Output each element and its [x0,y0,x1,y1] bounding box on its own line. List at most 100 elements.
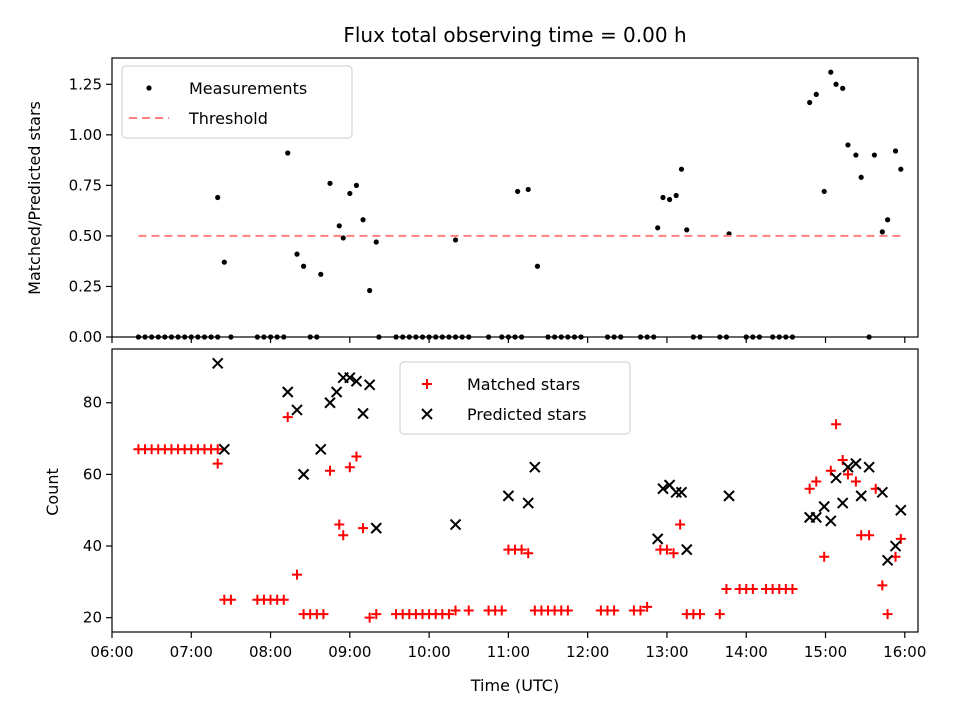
measurement-point [833,81,839,87]
x-tick-label: 08:00 [249,643,292,661]
measurement-point [853,152,859,158]
predicted-star-point [324,397,336,409]
predicted-star-point [850,457,862,470]
predicted-star-point [363,379,376,391]
predicted-star-point [350,375,363,387]
predicted-star-point [282,386,294,398]
predicted-star-point [218,443,231,456]
predicted-star-point [855,490,867,502]
measurement-point [221,259,227,265]
x-tick-label: 06:00 [90,643,133,661]
measurement-point [879,229,885,235]
measurement-point [285,150,291,156]
matched-star-point [212,458,223,469]
matched-star-point [225,594,236,605]
predicted-star-point [670,486,682,498]
x-tick-label: 16:00 [883,643,926,661]
measurement-point [678,166,685,172]
predicted-star-point [522,497,534,509]
predicted-star-point [881,554,894,567]
matched-star-point [463,605,474,616]
predicted-star-point [836,497,849,509]
measurement-point [828,69,834,75]
top-y-tick-label: 1.25 [69,75,102,93]
predicted-star-point [895,504,907,516]
top-axes-frame [111,57,919,338]
predicted-star-point [344,371,356,384]
matched-star-point [443,609,454,620]
matched-star-point [516,544,527,555]
bottom-y-tick-label: 20 [83,609,102,627]
matched-star-point [338,530,349,541]
matched-star-point [831,419,842,430]
matched-star-point [358,523,369,534]
bottom-y-tick-label: 40 [83,537,102,555]
measurement-point [660,194,666,201]
matched-star-point [325,465,336,476]
matched-star-point [282,412,293,423]
x-tick-label: 15:00 [804,643,847,661]
bottom-y-tick-label: 80 [83,394,102,412]
x-tick-label: 09:00 [328,643,371,661]
matched-star-point [334,519,345,530]
matched-star-point [523,548,534,559]
matched-star-point [819,551,830,562]
matched-star-point [318,609,329,620]
matched-star-point [804,483,815,494]
measurement-point [340,235,346,241]
top-y-tick-label: 0.75 [69,176,102,194]
top-y-tick-label: 0.00 [69,328,102,346]
matched-star-point [787,584,798,595]
matched-star-point [291,569,302,580]
measurement-point [655,225,661,231]
top-y-axis-label: Matched/Predicted stars [25,101,44,295]
measurement-point [327,180,333,186]
matched-star-point [714,609,725,620]
predicted-star-point [357,407,369,420]
bottom-legend-marker [422,379,432,389]
x-tick-label: 14:00 [725,643,768,661]
matched-star-point [450,605,461,616]
matched-star-point [837,455,848,466]
measurement-point [336,223,342,229]
matched-star-point [747,584,758,595]
measurement-point [452,237,459,243]
measurement-point [215,194,221,201]
x-tick-label: 07:00 [170,643,213,661]
measurement-point [318,271,324,277]
matched-star-point [371,609,382,620]
matched-star-point [635,605,646,616]
matched-star-point [694,609,705,620]
matched-star-point [661,544,672,555]
measurement-point [515,188,521,195]
measurement-point [858,174,864,180]
measurement-point [525,186,531,193]
predicted-star-point [681,543,693,556]
matched-star-point [877,580,888,591]
matched-star-point [882,609,893,620]
bottom-y-tick-label: 60 [83,465,102,483]
measurement-point [360,217,366,223]
predicted-star-point [825,515,837,527]
predicted-star-point [211,357,224,370]
matched-star-point [675,519,686,530]
matched-star-point [496,605,507,616]
measurement-point [807,99,813,106]
x-tick-label: 12:00 [566,643,609,661]
top-legend-label: Threshold [188,109,268,128]
measurement-point [892,148,899,154]
matched-star-point [850,476,861,487]
top-y-tick-label: 0.25 [69,277,102,295]
top-legend-marker [146,85,152,91]
bottom-x-axis-label: Time (UTC) [470,676,559,695]
predicted-star-point [723,490,735,502]
bottom-legend-label: Predicted stars [467,405,587,424]
measurement-point [373,239,379,245]
predicted-star-point [842,461,854,473]
measurement-point [684,227,690,233]
x-tick-label: 11:00 [487,643,530,661]
predicted-star-point [818,500,830,513]
top-panel: 0.00 0.25 0.50 0.75 1.00 1.25 Measurements Thre… [69,57,919,346]
predicted-star-point [675,486,688,498]
